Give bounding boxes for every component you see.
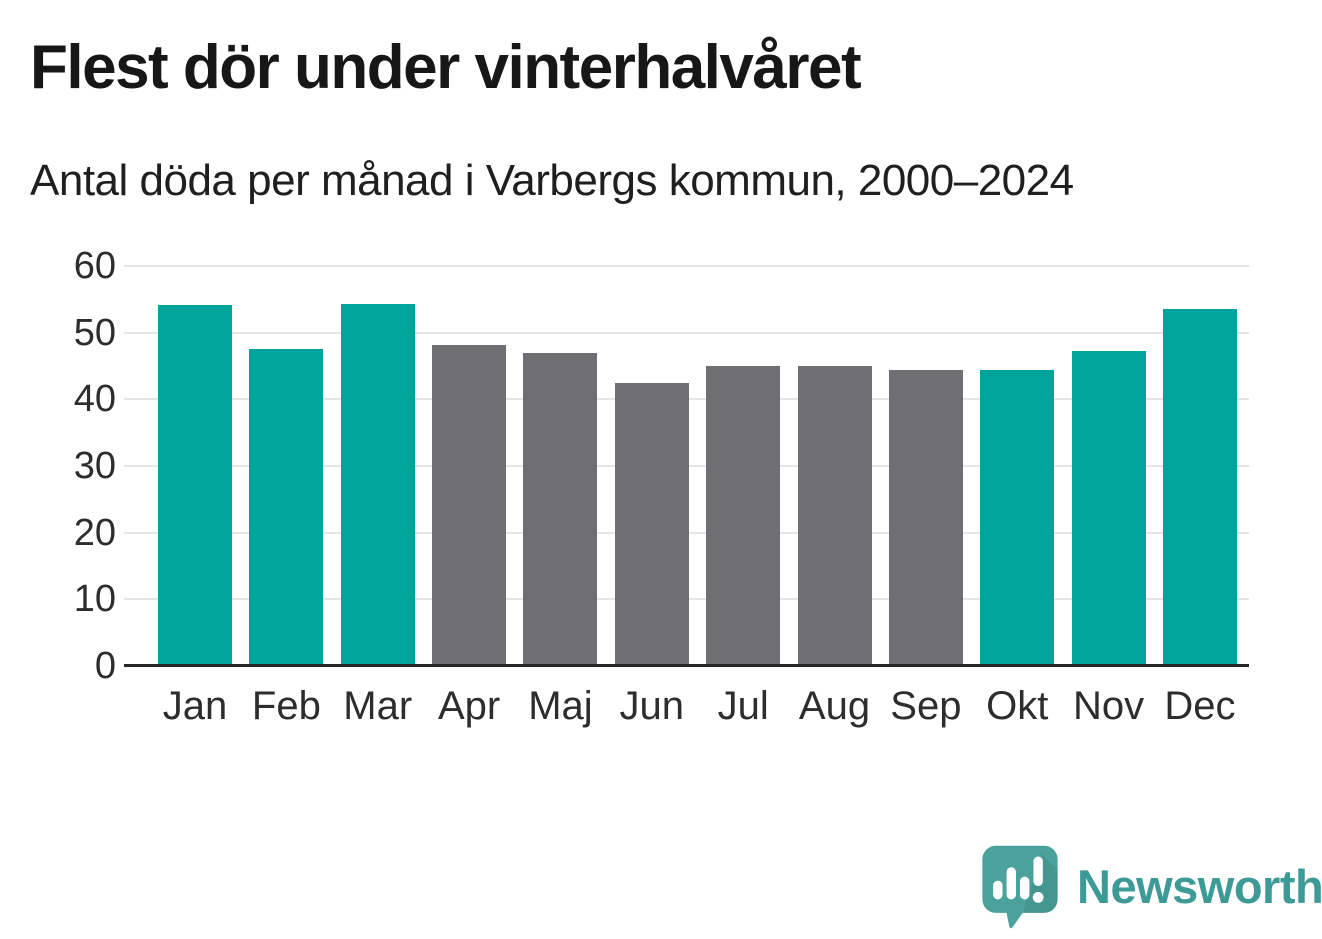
y-tick-label-20: 20	[73, 511, 116, 554]
x-tick-label-aug: Aug	[798, 684, 871, 728]
y-axis: 0 10 20 30 40 50 60	[0, 246, 126, 686]
y-tick-label-40: 40	[73, 378, 116, 421]
bar-apr	[432, 344, 507, 666]
x-tick-label-jun: Jun	[619, 684, 685, 728]
x-axis-line	[124, 664, 1249, 667]
bar-aug	[797, 366, 872, 666]
x-tick-label-mar: Mar	[343, 684, 413, 728]
bar-jan	[158, 305, 232, 666]
plot-area	[124, 265, 1249, 667]
bar-maj	[523, 353, 598, 666]
y-tick-label-0: 0	[94, 645, 116, 687]
bar-jul	[706, 366, 781, 666]
x-tick-label-maj: Maj	[528, 684, 593, 728]
gridline-50	[124, 331, 1249, 334]
x-tick-label-jul: Jul	[717, 684, 769, 728]
x-tick-label-okt: Okt	[986, 684, 1049, 728]
bar-feb	[249, 349, 324, 666]
bars-container	[140, 266, 1249, 666]
bar-sep	[888, 370, 963, 666]
gridline-60	[124, 265, 1249, 267]
x-axis: Jan Feb Mar Apr Maj Jun Jul Aug Sep Okt Nov Dec	[140, 684, 1249, 734]
chart-subtitle: Antal döda per månad i Varbergs kommun, …	[30, 156, 1074, 205]
x-tick-label-dec: Dec	[1164, 684, 1236, 728]
y-tick-label-60: 60	[73, 245, 116, 287]
x-tick-label-sep: Sep	[890, 684, 962, 728]
x-tick-label-nov: Nov	[1073, 684, 1145, 728]
y-tick-label-50: 50	[73, 311, 116, 354]
y-tick-label-10: 10	[73, 578, 116, 621]
x-tick-label-apr: Apr	[437, 684, 501, 728]
bar-dec	[1162, 309, 1237, 666]
x-tick-label-jan: Jan	[162, 684, 228, 728]
bar-jun	[614, 383, 689, 666]
chart-title: Flest dör under vinterhalvåret	[30, 33, 862, 102]
x-tick-label-feb: Feb	[251, 684, 321, 728]
bar-okt	[980, 370, 1055, 666]
brand-logo: Newsworthy	[977, 843, 1322, 929]
bar-mar	[340, 304, 415, 666]
brand-name: Newsworthy	[1077, 859, 1322, 913]
bar-nov	[1071, 351, 1146, 666]
newsworthy-logo-icon	[982, 845, 1058, 929]
y-tick-label-30: 30	[73, 445, 116, 487]
